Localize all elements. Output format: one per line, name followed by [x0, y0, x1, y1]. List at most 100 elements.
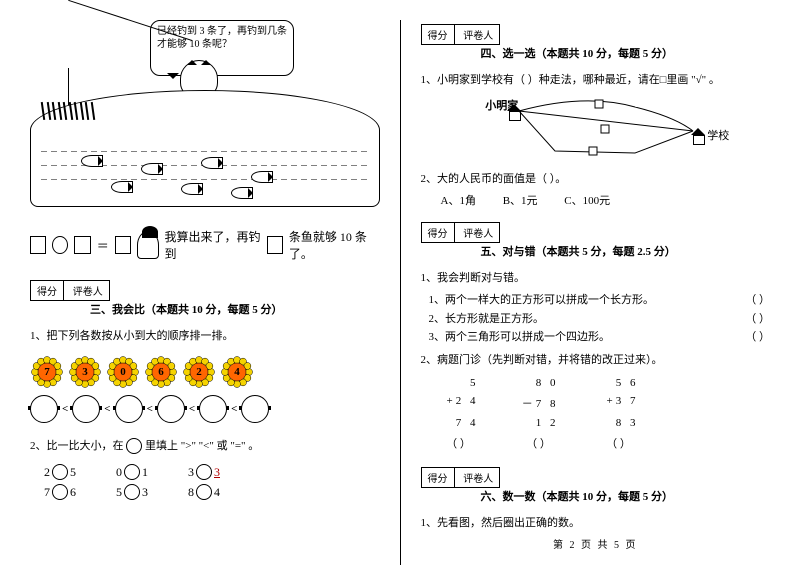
section-3-head: 得分 评卷人 三、我会比（本题共 10 分，每题 5 分）	[30, 280, 380, 317]
s4-q2: 2、大的人民币的面值是（ ）。	[421, 170, 771, 186]
fish-icon	[201, 157, 223, 169]
score-label: 得分	[422, 468, 455, 487]
blank-circle-icon	[196, 464, 212, 480]
grader-label: 评卷人	[457, 468, 499, 487]
calc-mark: （ ）	[519, 435, 559, 451]
calc-op: －7 8	[519, 395, 559, 411]
blank-circle-icon	[196, 484, 212, 500]
score-box: 得分 评卷人	[421, 24, 501, 45]
compare-item: 84	[188, 484, 220, 500]
compare-item: 53	[116, 484, 148, 500]
s3-q2-label: 2、比一比大小，在 里填上 ">" "<" 或 "=" 。	[30, 437, 380, 454]
score-box: 得分 评卷人	[421, 222, 501, 243]
fish-icon	[181, 183, 203, 195]
blank-gear	[72, 395, 100, 423]
calc-mark: （ ）	[439, 435, 479, 451]
blank-gear	[199, 395, 227, 423]
section-6-head: 得分 评卷人 六、数一数（本题共 10 分，每题 5 分）	[421, 467, 771, 504]
compare-item: 25	[44, 464, 76, 480]
compare-row: 76 53 84	[44, 484, 380, 500]
s4-q1: 1、小明家到学校有（ ）种走法，哪种最近，请在□里画 "√" 。	[421, 71, 771, 87]
blank-gear	[115, 395, 143, 423]
compare-item: 01	[116, 464, 148, 480]
calc-op: +3 7	[599, 395, 639, 411]
tf-item: 3、两个三角形可以拼成一个四边形。（ ）	[429, 328, 771, 347]
calc-top: 5	[439, 377, 479, 389]
number-flower: 7	[30, 355, 64, 389]
section-3-title: 三、我会比（本题共 10 分，每题 5 分）	[90, 301, 380, 317]
section-5-head: 得分 评卷人 五、对与错（本题共 5 分，每题 2.5 分）	[421, 222, 771, 259]
opt-b: B、1元	[503, 195, 538, 207]
grader-label: 评卷人	[457, 25, 499, 44]
number-flower-row: 730624	[30, 355, 380, 389]
s4-q2-options: A、1角 B、1元 C、100元	[441, 192, 771, 208]
blank-gear	[241, 395, 269, 423]
tf-item: 2、长方形就是正方形。（ ）	[429, 310, 771, 329]
eq-text-1: 我算出来了，再钓到	[165, 228, 261, 262]
section-4-title: 四、选一选（本题共 10 分，每题 5 分）	[481, 45, 771, 61]
equation-line: ＝ 我算出来了，再钓到 条鱼就够 10 条了。	[30, 228, 380, 262]
calc-result: 8 3	[599, 417, 639, 429]
calc-top: 8 0	[519, 377, 559, 389]
speech-bubble: 已经钓到 3 条了，再钓到几条才能够 10 条呢？	[150, 20, 294, 76]
blank-square	[74, 236, 90, 254]
fish-icon	[81, 155, 103, 167]
blank-square	[267, 236, 283, 254]
true-false-list: 1、两个一样大的正方形可以拼成一个长方形。（ ）2、长方形就是正方形。（ ）3、…	[421, 291, 771, 347]
tf-item: 1、两个一样大的正方形可以拼成一个长方形。（ ）	[429, 291, 771, 310]
calc-row-b: +2 4 －7 8 +3 7	[439, 395, 771, 411]
calc-mark: （ ）	[599, 435, 639, 451]
grass	[40, 102, 160, 126]
eq-text-2: 条鱼就够 10 条了。	[289, 228, 380, 262]
calc-row-mark: （ ） （ ） （ ）	[439, 435, 771, 451]
opt-c: C、100元	[564, 195, 610, 207]
calc-top: 5 6	[599, 377, 639, 389]
wave	[41, 151, 369, 152]
opt-a: A、1角	[441, 195, 476, 207]
page-footer: 第 2 页 共 5 页	[421, 536, 771, 565]
blank-gear	[157, 395, 185, 423]
fish-icon	[141, 163, 163, 175]
section-6-title: 六、数一数（本题共 10 分，每题 5 分）	[481, 488, 771, 504]
blank-gear	[30, 395, 58, 423]
number-flower: 6	[144, 355, 178, 389]
compare-row: 25 01 33	[44, 464, 380, 480]
fish-icon	[251, 171, 273, 183]
compare-item: 33	[188, 464, 220, 480]
right-column: 得分 评卷人 四、选一选（本题共 10 分，每题 5 分） 1、小明家到学校有（…	[421, 20, 771, 565]
page: 已经钓到 3 条了，再钓到几条才能够 10 条呢？	[0, 0, 800, 565]
calc-op: +2 4	[439, 395, 479, 411]
blank-circle-icon	[52, 464, 68, 480]
section-5-title: 五、对与错（本题共 5 分，每题 2.5 分）	[481, 243, 771, 259]
blank-circle-icon	[124, 464, 140, 480]
calc-row-a: 5 8 0 5 6	[439, 377, 771, 389]
blank-square	[30, 236, 46, 254]
grader-label: 评卷人	[457, 223, 499, 242]
blank-circle-icon	[124, 484, 140, 500]
wave	[41, 179, 369, 180]
school-label: 学校	[707, 127, 729, 143]
column-divider	[400, 20, 401, 565]
s3-q1-label: 1、把下列各数按从小到大的顺序排一排。	[30, 327, 380, 343]
s5-q1: 1、我会判断对与错。	[421, 269, 771, 285]
number-flower: 4	[220, 355, 254, 389]
left-column: 已经钓到 3 条了，再钓到几条才能够 10 条呢？	[30, 20, 380, 565]
fishing-illustration: 已经钓到 3 条了，再钓到几条才能够 10 条呢？	[30, 20, 380, 210]
equals-sign: ＝	[97, 237, 109, 254]
fish-icon	[231, 187, 253, 199]
calc-result: 7 4	[439, 417, 479, 429]
calc-result: 1 2	[519, 417, 559, 429]
girl-icon	[137, 231, 159, 259]
score-label: 得分	[422, 223, 455, 242]
number-flower: 2	[182, 355, 216, 389]
number-flower: 0	[106, 355, 140, 389]
score-label: 得分	[422, 25, 455, 44]
fish-icon	[111, 181, 133, 193]
number-flower: 3	[68, 355, 102, 389]
compare-item: 76	[44, 484, 76, 500]
score-label: 得分	[31, 281, 64, 300]
s6-q1: 1、先看图，然后圈出正确的数。	[421, 514, 771, 530]
blank-square	[115, 236, 131, 254]
score-box: 得分 评卷人	[30, 280, 110, 301]
path-diagram: 小明家 学校	[485, 97, 705, 158]
